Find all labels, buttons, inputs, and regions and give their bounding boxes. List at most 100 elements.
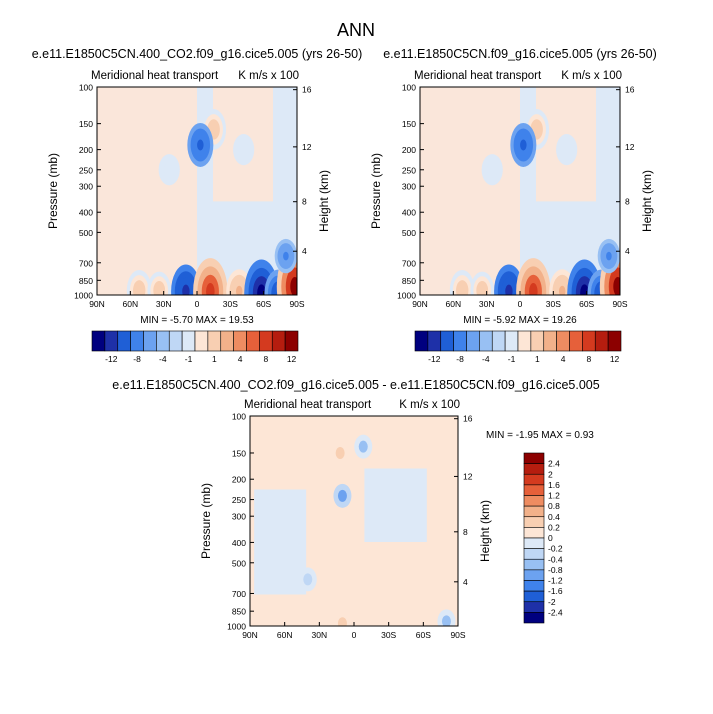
y-tick-label: 700 — [79, 258, 93, 268]
y-tick-label: 200 — [402, 145, 416, 155]
y-tick-label: 150 — [402, 119, 416, 129]
colorbar-label: 0 — [548, 533, 553, 543]
colorbar-label: 8 — [586, 354, 591, 364]
colorbar-label: -12 — [428, 354, 441, 364]
colorbar-swatch — [117, 330, 131, 352]
contour-mark — [505, 284, 513, 295]
contour-mark — [210, 124, 217, 135]
colorbar-swatch — [523, 548, 545, 560]
colorbar-label: 1.2 — [548, 491, 560, 501]
colorbar-swatch — [143, 330, 157, 352]
colorbar-swatch — [181, 330, 196, 352]
colorbar-swatch — [207, 330, 222, 352]
colorbar-label: 1 — [535, 354, 540, 364]
colorbar-label: -0.4 — [548, 554, 563, 564]
y-tick-label: 250 — [402, 165, 416, 175]
x-tick-label: 30S — [381, 630, 396, 640]
height-tick-label: 8 — [463, 527, 468, 537]
height-tick-label: 16 — [625, 85, 635, 95]
y-tick-label: 1000 — [227, 622, 246, 632]
colorbar-swatch — [168, 330, 183, 352]
colorbar: 2.421.61.20.80.40.20-0.2-0.4-0.8-1.2-1.6… — [523, 452, 563, 624]
colorbar-swatch — [523, 505, 545, 518]
y-tick-label: 100 — [402, 83, 416, 93]
x-tick-label: 90N — [89, 299, 105, 309]
colorbar-label: 1 — [212, 354, 217, 364]
colorbar-swatch — [543, 330, 557, 352]
y-tick-label: 200 — [79, 145, 93, 155]
colorbar-swatch — [523, 484, 545, 496]
min-max-label: MIN = -5.92 MAX = 19.26 — [463, 315, 577, 326]
x-tick-label: 60N — [446, 299, 462, 309]
x-tick-label: 30N — [156, 299, 172, 309]
height-axis-label: Height (km) — [317, 170, 331, 232]
chart-title: e.e11.E1850C5CN.400_CO2.f09_g16.cice5.00… — [32, 47, 363, 61]
x-tick-label: 90S — [289, 299, 304, 309]
colorbar-label: -1.2 — [548, 576, 563, 586]
colorbar-label: -8 — [133, 354, 141, 364]
contour-mark — [613, 276, 620, 295]
y-tick-label: 250 — [79, 165, 93, 175]
y-tick-label: 400 — [232, 538, 246, 548]
min-max-label: MIN = -1.95 MAX = 0.93 — [486, 430, 594, 441]
y-tick-label: 850 — [232, 607, 246, 617]
colorbar-label: -2.4 — [548, 607, 563, 617]
chart-panel-1: e.e11.E1850C5CN.400_CO2.f09_g16.cice5.00… — [32, 47, 363, 364]
field-label: Meridional heat transport — [414, 70, 542, 82]
y-tick-label: 500 — [402, 228, 416, 238]
y-tick-label: 1000 — [74, 291, 93, 301]
y-tick-label: 300 — [79, 182, 93, 192]
y-tick-label: 400 — [79, 208, 93, 218]
colorbar: -12 -8 -4 -1 1 4 8 12 — [91, 330, 299, 364]
y-tick-label: 500 — [232, 558, 246, 568]
colorbar-swatch — [523, 601, 545, 613]
colorbar-label: -12 — [105, 354, 118, 364]
y-tick-label: 850 — [79, 276, 93, 286]
colorbar-swatch — [523, 537, 545, 549]
y-tick-label: 700 — [232, 589, 246, 599]
colorbar-label: 0.2 — [548, 522, 560, 532]
colorbar-label: -2 — [548, 597, 556, 607]
contour-mark — [290, 276, 297, 295]
colorbar-swatch — [582, 330, 596, 352]
height-tick-label: 16 — [463, 414, 473, 424]
colorbar-label: 8 — [263, 354, 268, 364]
colorbar-label: 0.4 — [548, 512, 560, 522]
colorbar-label: 2.4 — [548, 459, 560, 469]
x-tick-label: 0 — [352, 630, 357, 640]
y-tick-label: 1000 — [397, 291, 416, 301]
contour-mark — [197, 139, 204, 151]
colorbar-label: -8 — [456, 354, 464, 364]
y-tick-label: 300 — [402, 182, 416, 192]
colorbar: -12 -8 -4 -1 1 4 8 12 — [414, 330, 622, 364]
colorbar-label: -4 — [159, 354, 167, 364]
y-tick-label: 400 — [402, 208, 416, 218]
colorbar-swatch — [453, 330, 467, 352]
x-tick-label: 60S — [256, 299, 271, 309]
colorbar-swatch — [233, 330, 247, 352]
colorbar-swatch — [556, 330, 570, 352]
y-tick-label: 500 — [79, 228, 93, 238]
chart-title: e.e11.E1850C5CN.400_CO2.f09_g16.cice5.00… — [112, 378, 599, 392]
x-tick-label: 0 — [195, 299, 200, 309]
x-tick-label: 0 — [518, 299, 523, 309]
contour-mark — [358, 440, 368, 453]
y-tick-label: 850 — [402, 276, 416, 286]
y-axis-label: Pressure (mb) — [46, 153, 60, 229]
contour-mark — [241, 145, 247, 154]
colorbar-label: -0.8 — [548, 565, 563, 575]
height-tick-label: 4 — [463, 577, 468, 587]
height-axis-label: Height (km) — [640, 170, 654, 232]
colorbar-swatch — [523, 463, 545, 475]
y-tick-label: 700 — [402, 258, 416, 268]
contour-mark — [384, 599, 394, 612]
x-tick-label: 90N — [412, 299, 428, 309]
colorbar-swatch — [607, 330, 622, 352]
contour-mark — [529, 283, 538, 295]
colorbar-label: 4 — [238, 354, 243, 364]
colorbar-label: -0.2 — [548, 544, 563, 554]
colorbar-label: 0.8 — [548, 501, 560, 511]
x-tick-label: 90N — [242, 630, 258, 640]
colorbar-label: -1.6 — [548, 586, 563, 596]
colorbar-label: -4 — [482, 354, 490, 364]
